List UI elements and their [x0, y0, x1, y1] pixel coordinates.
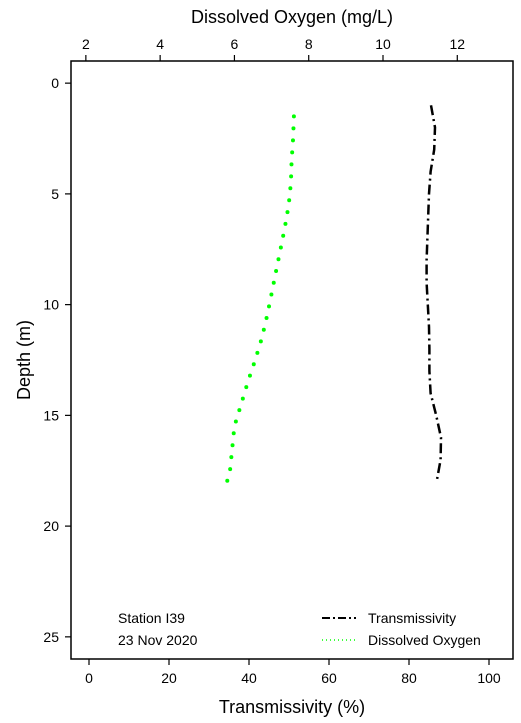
- left-tick-label: 5: [51, 186, 59, 202]
- date-label: 23 Nov 2020: [118, 632, 198, 648]
- bottom-tick-label: 0: [85, 670, 93, 686]
- bottom-axis-title: Transmissivity (%): [219, 697, 365, 717]
- series-line-dissolved-oxygen: [225, 114, 296, 484]
- top-tick-label: 4: [156, 36, 164, 52]
- bottom-tick-label: 40: [241, 670, 257, 686]
- series-line-transmissivity: [425, 105, 443, 483]
- left-axis-title: Depth (m): [14, 320, 34, 400]
- left-axis-ticks: 0 5 10 15 20 25: [43, 75, 71, 645]
- top-tick-label: 6: [231, 36, 239, 52]
- legend-label-dissolved-oxygen: Dissolved Oxygen: [368, 632, 481, 648]
- legend: Transmissivity Dissolved Oxygen: [322, 610, 481, 648]
- bottom-axis-ticks: 0 20 40 60 80 100: [85, 659, 501, 686]
- left-tick-label: 20: [43, 518, 59, 534]
- series-layer: [225, 105, 443, 484]
- top-tick-label: 12: [449, 36, 465, 52]
- left-tick-label: 0: [51, 75, 59, 91]
- bottom-tick-label: 80: [401, 670, 417, 686]
- plot-frame: [70, 60, 514, 660]
- top-tick-label: 2: [82, 36, 90, 52]
- station-label: Station I39: [118, 610, 185, 626]
- bottom-tick-label: 20: [161, 670, 177, 686]
- top-tick-label: 8: [305, 36, 313, 52]
- left-tick-label: 15: [43, 407, 59, 423]
- top-tick-label: 10: [375, 36, 391, 52]
- top-axis-title: Dissolved Oxygen (mg/L): [191, 7, 393, 27]
- bottom-tick-label: 60: [321, 670, 337, 686]
- left-tick-label: 25: [43, 629, 59, 645]
- top-axis-ticks: 2 4 6 8 10 12: [82, 36, 465, 61]
- legend-label-transmissivity: Transmissivity: [368, 610, 456, 626]
- bottom-tick-label: 100: [477, 670, 501, 686]
- left-tick-label: 10: [43, 297, 59, 313]
